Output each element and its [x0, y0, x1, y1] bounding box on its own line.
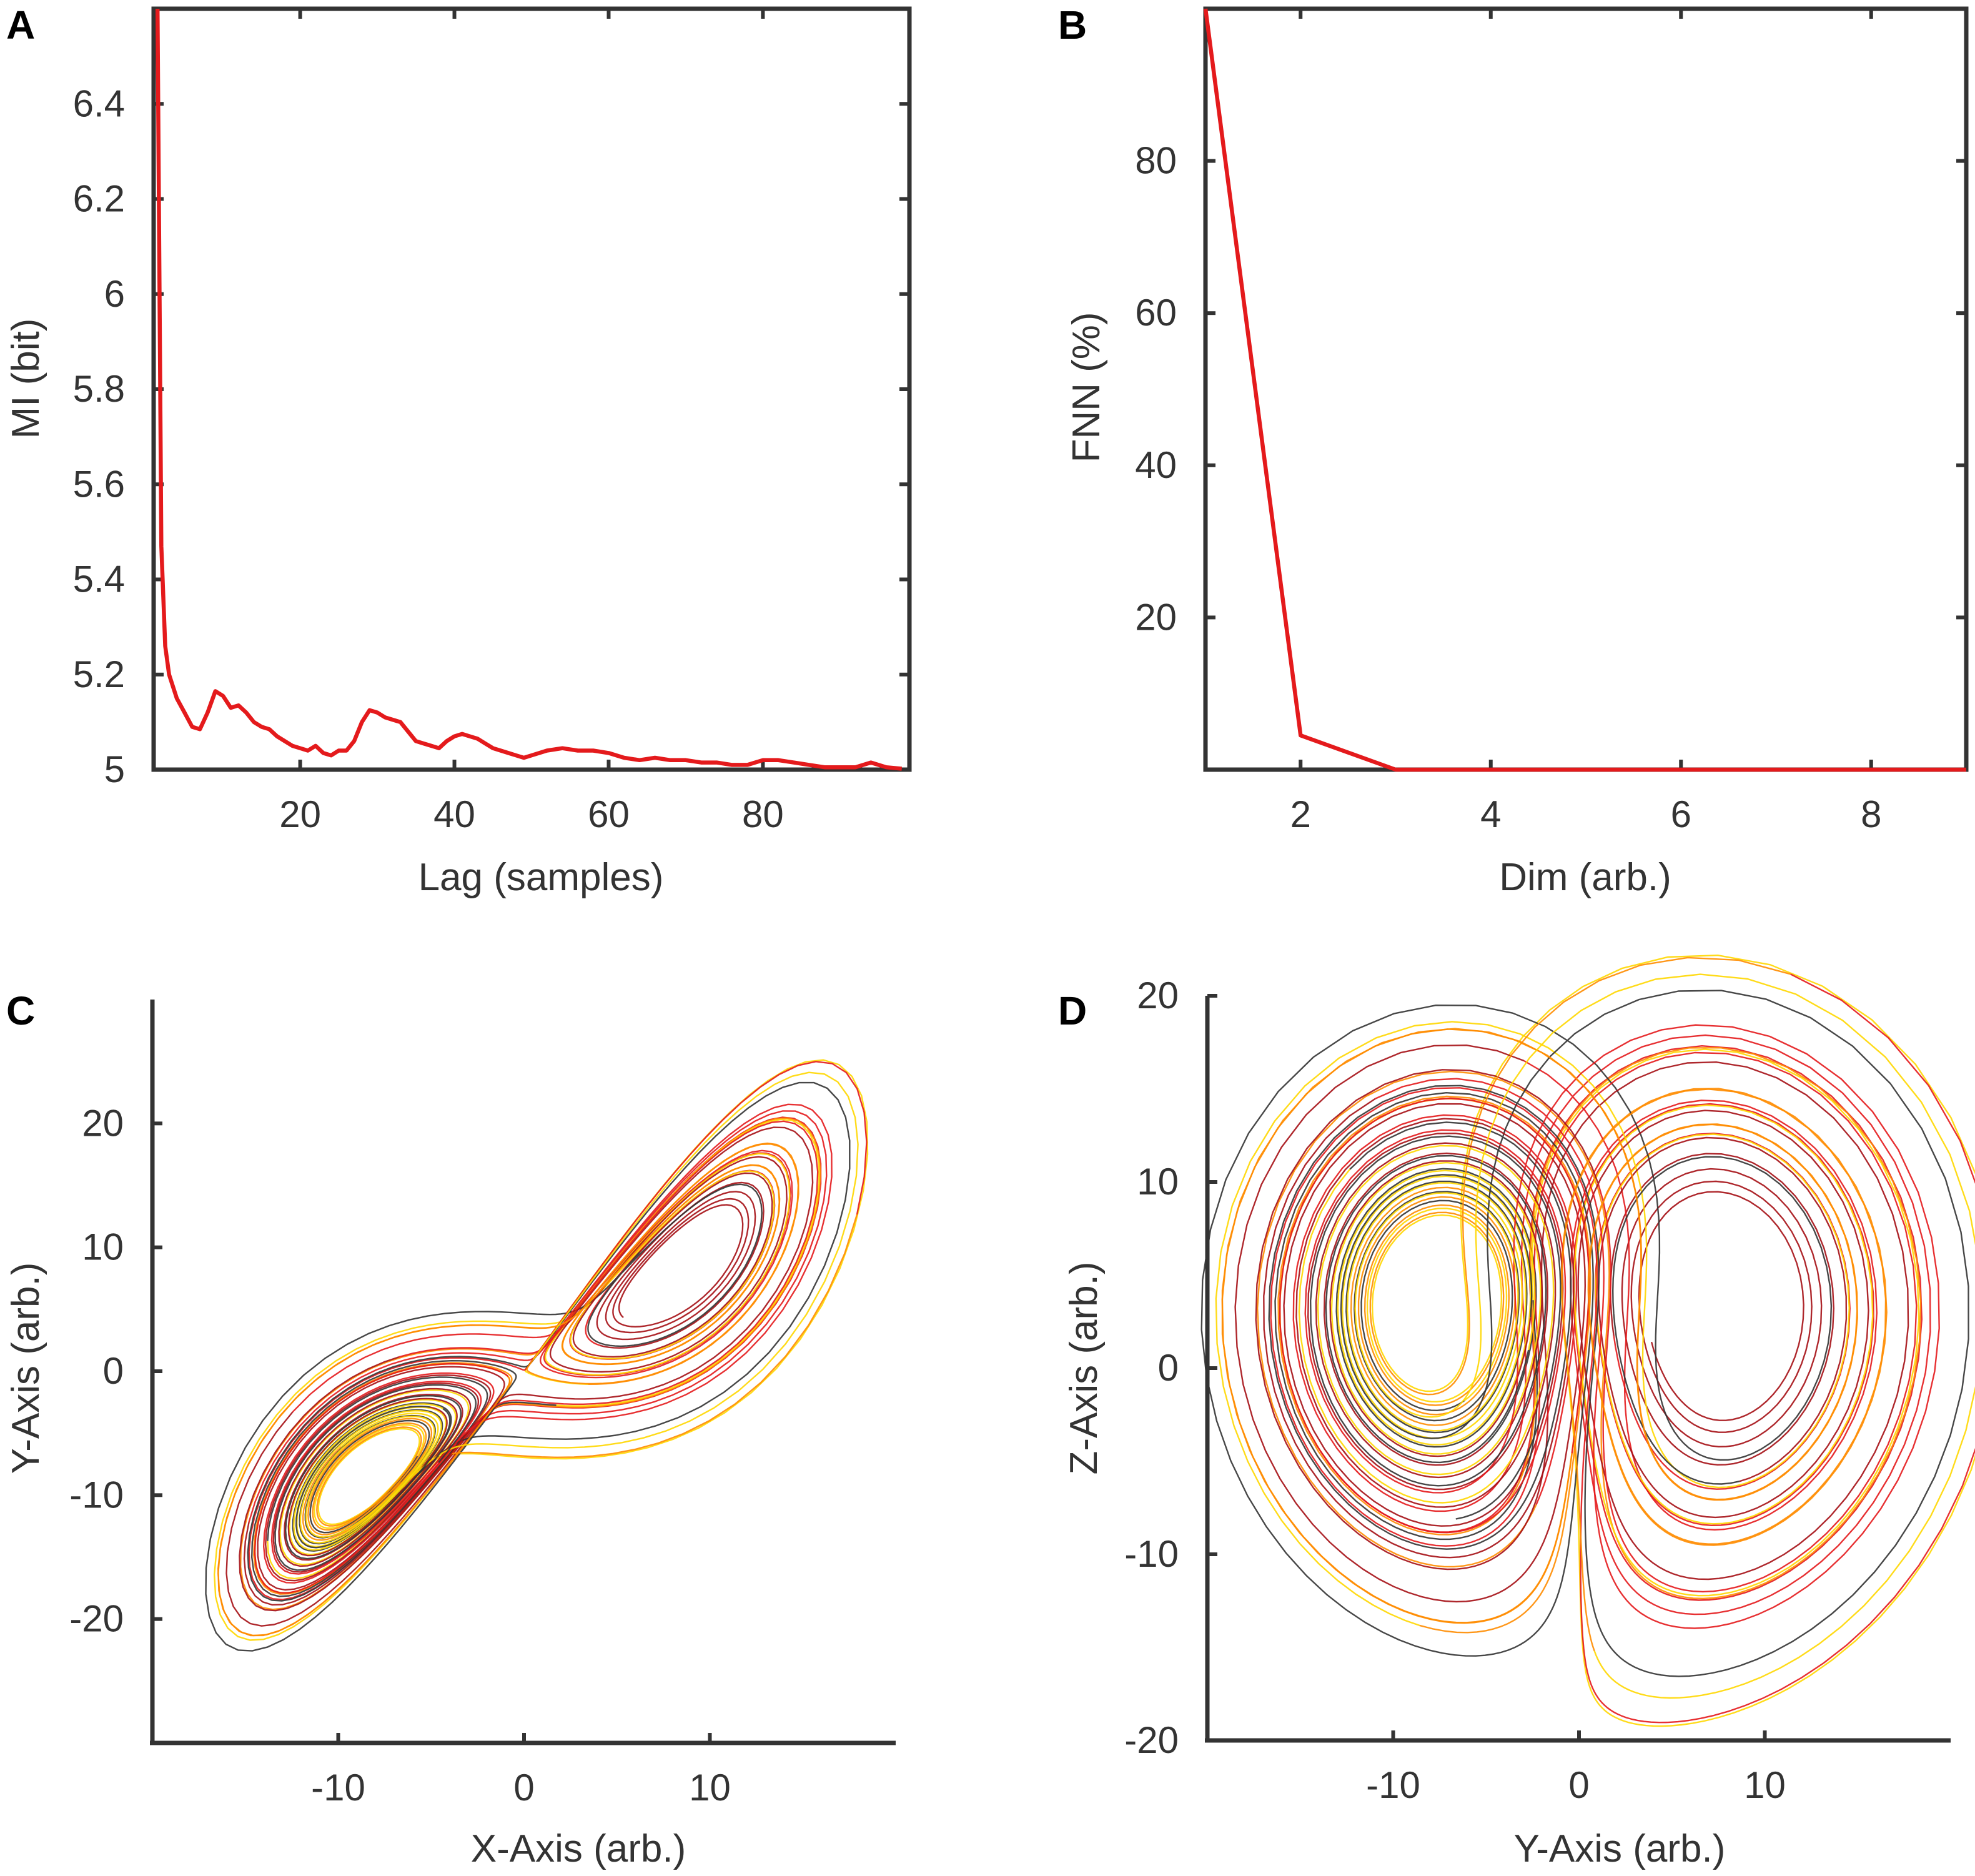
x-tick-label: -10	[1366, 1764, 1420, 1806]
panel-a-x-ticks: 20 40 60 80	[279, 9, 784, 835]
panel-c-x-label: X-Axis (arb.)	[471, 1827, 686, 1870]
panel-d-x-ticks: -10 0 10	[1366, 1730, 1786, 1806]
panel-d-trajectory-segment	[1350, 956, 1791, 1426]
panel-c-trajectory-segment	[263, 1110, 828, 1584]
y-tick-label: 6.4	[73, 82, 125, 124]
panel-c-x-ticks: -10 0 10	[311, 1733, 731, 1809]
panel-b-x-label: Dim (arb.)	[1499, 856, 1671, 899]
panel-c: C -10 0 10 -20 -10 0 10 20 X-Axis (arb.) Y-Axi…	[4, 988, 896, 1870]
y-tick-label: 5.2	[73, 653, 125, 695]
panel-c-y-label: Y-Axis (arb.)	[4, 1263, 47, 1474]
panel-c-trajectory-segment	[225, 1366, 505, 1627]
panel-b: B 2 4 6 8 20 40 60 80 Dim (arb.) FNN (%)	[1058, 2, 1969, 899]
panel-d-trajectory-segment	[1337, 973, 1975, 1699]
panel-d-y-ticks: -20 -10 0 10 20	[1124, 975, 1217, 1761]
panel-a-y-label: MI (bit)	[4, 319, 47, 439]
panel-c-trajectory-segment	[217, 1143, 799, 1637]
panel-d-trajectory-segment	[1310, 1135, 1562, 1520]
panel-b-y-ticks: 20 40 60 80	[1135, 140, 1966, 638]
y-tick-label: -20	[69, 1598, 124, 1640]
y-tick-label: 20	[1135, 596, 1177, 638]
panel-d-x-label: Y-Axis (arb.)	[1514, 1827, 1726, 1870]
panel-d-trajectory-segment	[1335, 1168, 1537, 1448]
panel-d-trajectory-segment	[1298, 1144, 1555, 1504]
panel-b-y-label: FNN (%)	[1065, 312, 1108, 462]
x-tick-label: 0	[1568, 1764, 1589, 1806]
panel-a-y-ticks: 5 5.2 5.4 5.6 5.8 6 6.2 6.4	[73, 82, 909, 790]
y-tick-label: 0	[103, 1350, 124, 1392]
y-tick-label: 20	[1137, 975, 1179, 1016]
panel-d-trajectory-segment	[1270, 973, 1975, 1724]
panel-a-mi-series	[155, 8, 903, 771]
panel-d-trajectory-segment	[1366, 955, 1975, 1727]
x-tick-label: 60	[588, 793, 630, 835]
panel-c-trajectory-segment	[243, 1374, 492, 1606]
panel-b-fnn-series	[1203, 8, 1966, 772]
x-tick-label: 80	[742, 793, 784, 835]
y-tick-label: 5.8	[73, 368, 125, 410]
x-tick-label: 0	[513, 1767, 534, 1809]
y-tick-label: 6	[104, 273, 125, 315]
y-tick-label: -10	[69, 1474, 124, 1516]
y-tick-label: 10	[1137, 1161, 1179, 1203]
panel-c-trajectory-segment	[293, 1071, 859, 1551]
panel-d-trajectory-segment	[1263, 1098, 1575, 1559]
x-tick-label: 6	[1671, 793, 1691, 835]
panel-d-trajectory-segment	[1268, 990, 1969, 1677]
x-tick-label: 10	[1744, 1764, 1786, 1806]
panel-d-trajectory-segment	[1255, 1061, 1909, 1581]
y-tick-label: 10	[82, 1226, 124, 1268]
panel-d-trajectory-segment	[1257, 1047, 1922, 1634]
y-tick-label: 0	[1158, 1347, 1179, 1389]
y-tick-label: 40	[1135, 444, 1177, 486]
x-tick-label: 2	[1290, 793, 1311, 835]
y-tick-label: 80	[1135, 140, 1177, 182]
x-tick-label: 10	[689, 1767, 731, 1809]
y-tick-label: -20	[1124, 1719, 1179, 1761]
panel-d-trajectory-segment	[1279, 1024, 1940, 1629]
y-tick-label: -10	[1124, 1533, 1179, 1575]
panel-c-trajectory-segment	[205, 1183, 763, 1652]
x-tick-label: 4	[1480, 793, 1501, 835]
panel-d-trajectory-segment	[1221, 1028, 1887, 1652]
panel-c-trajectory	[205, 1059, 869, 1652]
y-tick-label: 6.2	[73, 178, 125, 220]
panel-a-x-label: Lag (samples)	[418, 856, 664, 899]
panel-d: D -10 0 10 -20 -10 0 10 20 Y-Axis (arb.) Z-Axi…	[1058, 955, 1975, 1870]
panel-letter-c: C	[6, 988, 35, 1033]
y-tick-label: 5.6	[73, 463, 125, 505]
panel-d-trajectory	[1200, 955, 1975, 1727]
x-tick-label: 40	[433, 793, 475, 835]
x-tick-label: 8	[1861, 793, 1881, 835]
panel-letter-a: A	[6, 2, 35, 47]
panel-d-trajectory-segment	[1292, 1034, 1931, 1615]
x-tick-label: -10	[311, 1767, 365, 1809]
panel-c-y-ticks: -20 -10 0 10 20	[69, 1102, 162, 1640]
y-tick-label: 60	[1135, 292, 1177, 334]
panel-letter-d: D	[1058, 988, 1087, 1033]
panel-c-trajectory-segment	[274, 1384, 477, 1571]
panel-d-trajectory-segment	[1215, 1021, 1920, 1627]
panel-d-trajectory-segment	[1200, 1005, 1833, 1657]
panel-c-trajectory-segment	[596, 1181, 765, 1349]
y-tick-label: 5.4	[73, 558, 125, 600]
panel-c-trajectory-segment	[302, 1214, 858, 1541]
panel-d-y-label: Z-Axis (arb.)	[1062, 1262, 1106, 1475]
y-tick-label: 5	[104, 748, 125, 790]
y-tick-label: 20	[82, 1102, 124, 1144]
panel-letter-b: B	[1058, 2, 1087, 47]
panel-b-x-ticks: 2 4 6 8	[1290, 9, 1881, 835]
panel-a: A 20 40 60 80 5 5.2 5.4 5.6 5.8 6 6.2 6.4 Lag (sam…	[4, 2, 912, 899]
panel-d-trajectory-segment	[1610, 1153, 1834, 1466]
panel-c-trajectory-segment	[240, 1117, 821, 1610]
x-tick-label: 20	[279, 793, 321, 835]
